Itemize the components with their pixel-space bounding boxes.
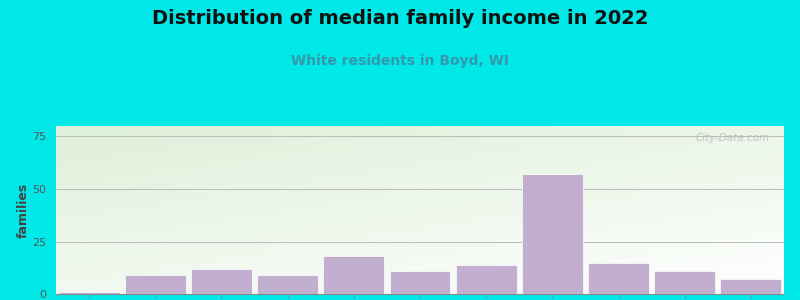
Bar: [390, 271, 450, 294]
Bar: [654, 271, 715, 294]
Bar: [456, 265, 517, 294]
Bar: [257, 275, 318, 294]
Text: City-Data.com: City-Data.com: [695, 133, 770, 143]
Text: Distribution of median family income in 2022: Distribution of median family income in …: [152, 9, 648, 28]
Bar: [191, 269, 252, 294]
Y-axis label: families: families: [16, 182, 30, 238]
Bar: [721, 279, 782, 294]
Bar: [588, 262, 649, 294]
Bar: [58, 292, 119, 294]
Text: White residents in Boyd, WI: White residents in Boyd, WI: [291, 54, 509, 68]
Bar: [125, 275, 186, 294]
Bar: [323, 256, 384, 294]
Bar: [522, 174, 583, 294]
